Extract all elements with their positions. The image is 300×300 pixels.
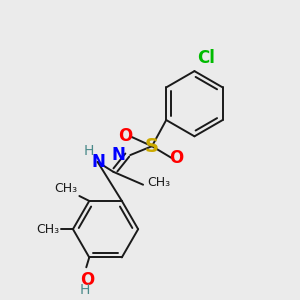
Text: H: H bbox=[83, 144, 94, 158]
Text: N: N bbox=[92, 153, 106, 171]
Text: S: S bbox=[145, 137, 159, 156]
Text: CH₃: CH₃ bbox=[36, 223, 59, 236]
Text: H: H bbox=[80, 283, 91, 297]
Text: N: N bbox=[111, 146, 125, 164]
Text: Cl: Cl bbox=[197, 49, 215, 67]
Text: O: O bbox=[80, 271, 94, 289]
Text: CH₃: CH₃ bbox=[147, 176, 170, 189]
Text: O: O bbox=[118, 127, 132, 145]
Text: O: O bbox=[169, 149, 184, 167]
Text: CH₃: CH₃ bbox=[54, 182, 77, 195]
